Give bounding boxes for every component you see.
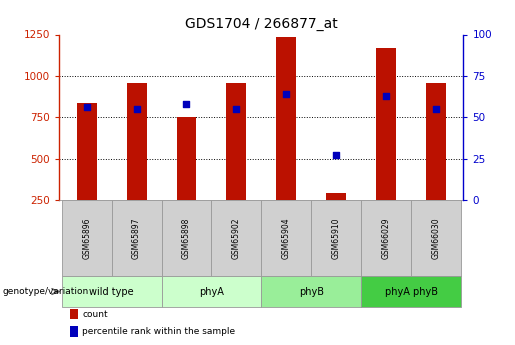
Text: GSM65902: GSM65902: [232, 217, 241, 259]
Bar: [177, 117, 197, 200]
Bar: [127, 82, 147, 200]
Text: GSM65897: GSM65897: [132, 217, 141, 259]
Bar: [162, 200, 212, 276]
Bar: [70, 326, 78, 337]
Point: [332, 152, 340, 158]
Bar: [361, 200, 411, 276]
Title: GDS1704 / 266877_at: GDS1704 / 266877_at: [185, 17, 338, 31]
Bar: [261, 200, 311, 276]
Text: GSM65896: GSM65896: [82, 217, 91, 259]
Text: GSM65898: GSM65898: [182, 217, 191, 259]
Bar: [77, 103, 97, 200]
Bar: [326, 194, 346, 200]
Bar: [261, 276, 361, 307]
Bar: [62, 200, 112, 276]
Bar: [376, 48, 396, 200]
Point: [132, 106, 141, 112]
Text: GSM65904: GSM65904: [282, 217, 291, 259]
Point: [232, 106, 241, 112]
Bar: [411, 200, 461, 276]
Point: [432, 106, 440, 112]
Bar: [426, 82, 446, 200]
Point: [82, 105, 91, 110]
Text: phyA: phyA: [199, 287, 224, 296]
Text: count: count: [82, 309, 108, 318]
Text: genotype/variation: genotype/variation: [3, 287, 89, 296]
Text: phyB: phyB: [299, 287, 324, 296]
Bar: [212, 200, 261, 276]
Text: GSM66029: GSM66029: [382, 217, 391, 259]
Point: [282, 91, 290, 97]
Bar: [162, 276, 261, 307]
Bar: [311, 200, 361, 276]
Text: phyA phyB: phyA phyB: [385, 287, 438, 296]
Bar: [361, 276, 461, 307]
Bar: [277, 37, 296, 200]
Text: wild type: wild type: [89, 287, 134, 296]
Bar: [62, 276, 162, 307]
Bar: [112, 200, 162, 276]
Point: [182, 101, 191, 107]
Text: GSM65910: GSM65910: [332, 217, 341, 259]
Text: percentile rank within the sample: percentile rank within the sample: [82, 327, 235, 336]
Bar: [227, 82, 246, 200]
Text: GSM66030: GSM66030: [432, 217, 440, 259]
Point: [382, 93, 390, 99]
Bar: [70, 309, 78, 319]
